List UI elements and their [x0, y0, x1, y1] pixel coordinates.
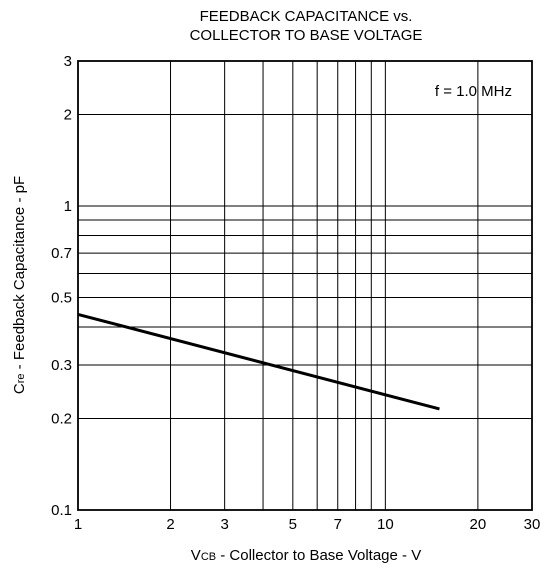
- y-tick-label: 0.3: [51, 357, 72, 374]
- x-tick-label: 30: [524, 516, 541, 533]
- grid-lines: [78, 61, 532, 510]
- y-axis-label: Cre - Feedback Capacitance - pF: [11, 176, 28, 394]
- plot-frame: [77, 60, 533, 511]
- y-axis-label-rest: - Feedback Capacitance - pF: [11, 176, 28, 374]
- x-axis-label-sub: CB: [201, 551, 216, 563]
- x-tick-label: 20: [470, 516, 487, 533]
- y-axis-label-sub: re: [15, 373, 27, 383]
- x-tick-label: 5: [289, 516, 297, 533]
- x-tick-label: 3: [220, 516, 228, 533]
- series-line: [77, 312, 440, 411]
- chart-title-line-1: FEEDBACK CAPACITANCE vs.: [200, 8, 413, 25]
- series-layer: [77, 312, 440, 411]
- tick-labels: 1 2 3 5 7 10 20 30 0.1 0.2 0.3 0.5 0.7 1 2 3: [51, 53, 540, 533]
- y-tick-label: 0.1: [51, 502, 72, 519]
- x-axis-label-main: V: [191, 547, 201, 564]
- x-tick-label: 1: [74, 516, 82, 533]
- y-tick-label: 1: [64, 198, 72, 215]
- y-tick-label: 2: [64, 107, 72, 124]
- chart-title-line-2: COLLECTOR TO BASE VOLTAGE: [190, 27, 423, 44]
- x-tick-label: 7: [334, 516, 342, 533]
- x-axis-label-rest: - Collector to Base Voltage - V: [216, 547, 421, 564]
- x-axis-label: VCB - Collector to Base Voltage - V: [191, 547, 421, 564]
- y-tick-label: 3: [64, 53, 72, 70]
- y-tick-label: 0.7: [51, 245, 72, 262]
- y-axis-label-main: C: [11, 383, 28, 394]
- x-tick-label: 2: [166, 516, 174, 533]
- frequency-annotation: f = 1.0 MHz: [435, 83, 512, 100]
- y-tick-label: 0.2: [51, 410, 72, 427]
- y-tick-label: 0.5: [51, 290, 72, 307]
- x-tick-label: 10: [377, 516, 394, 533]
